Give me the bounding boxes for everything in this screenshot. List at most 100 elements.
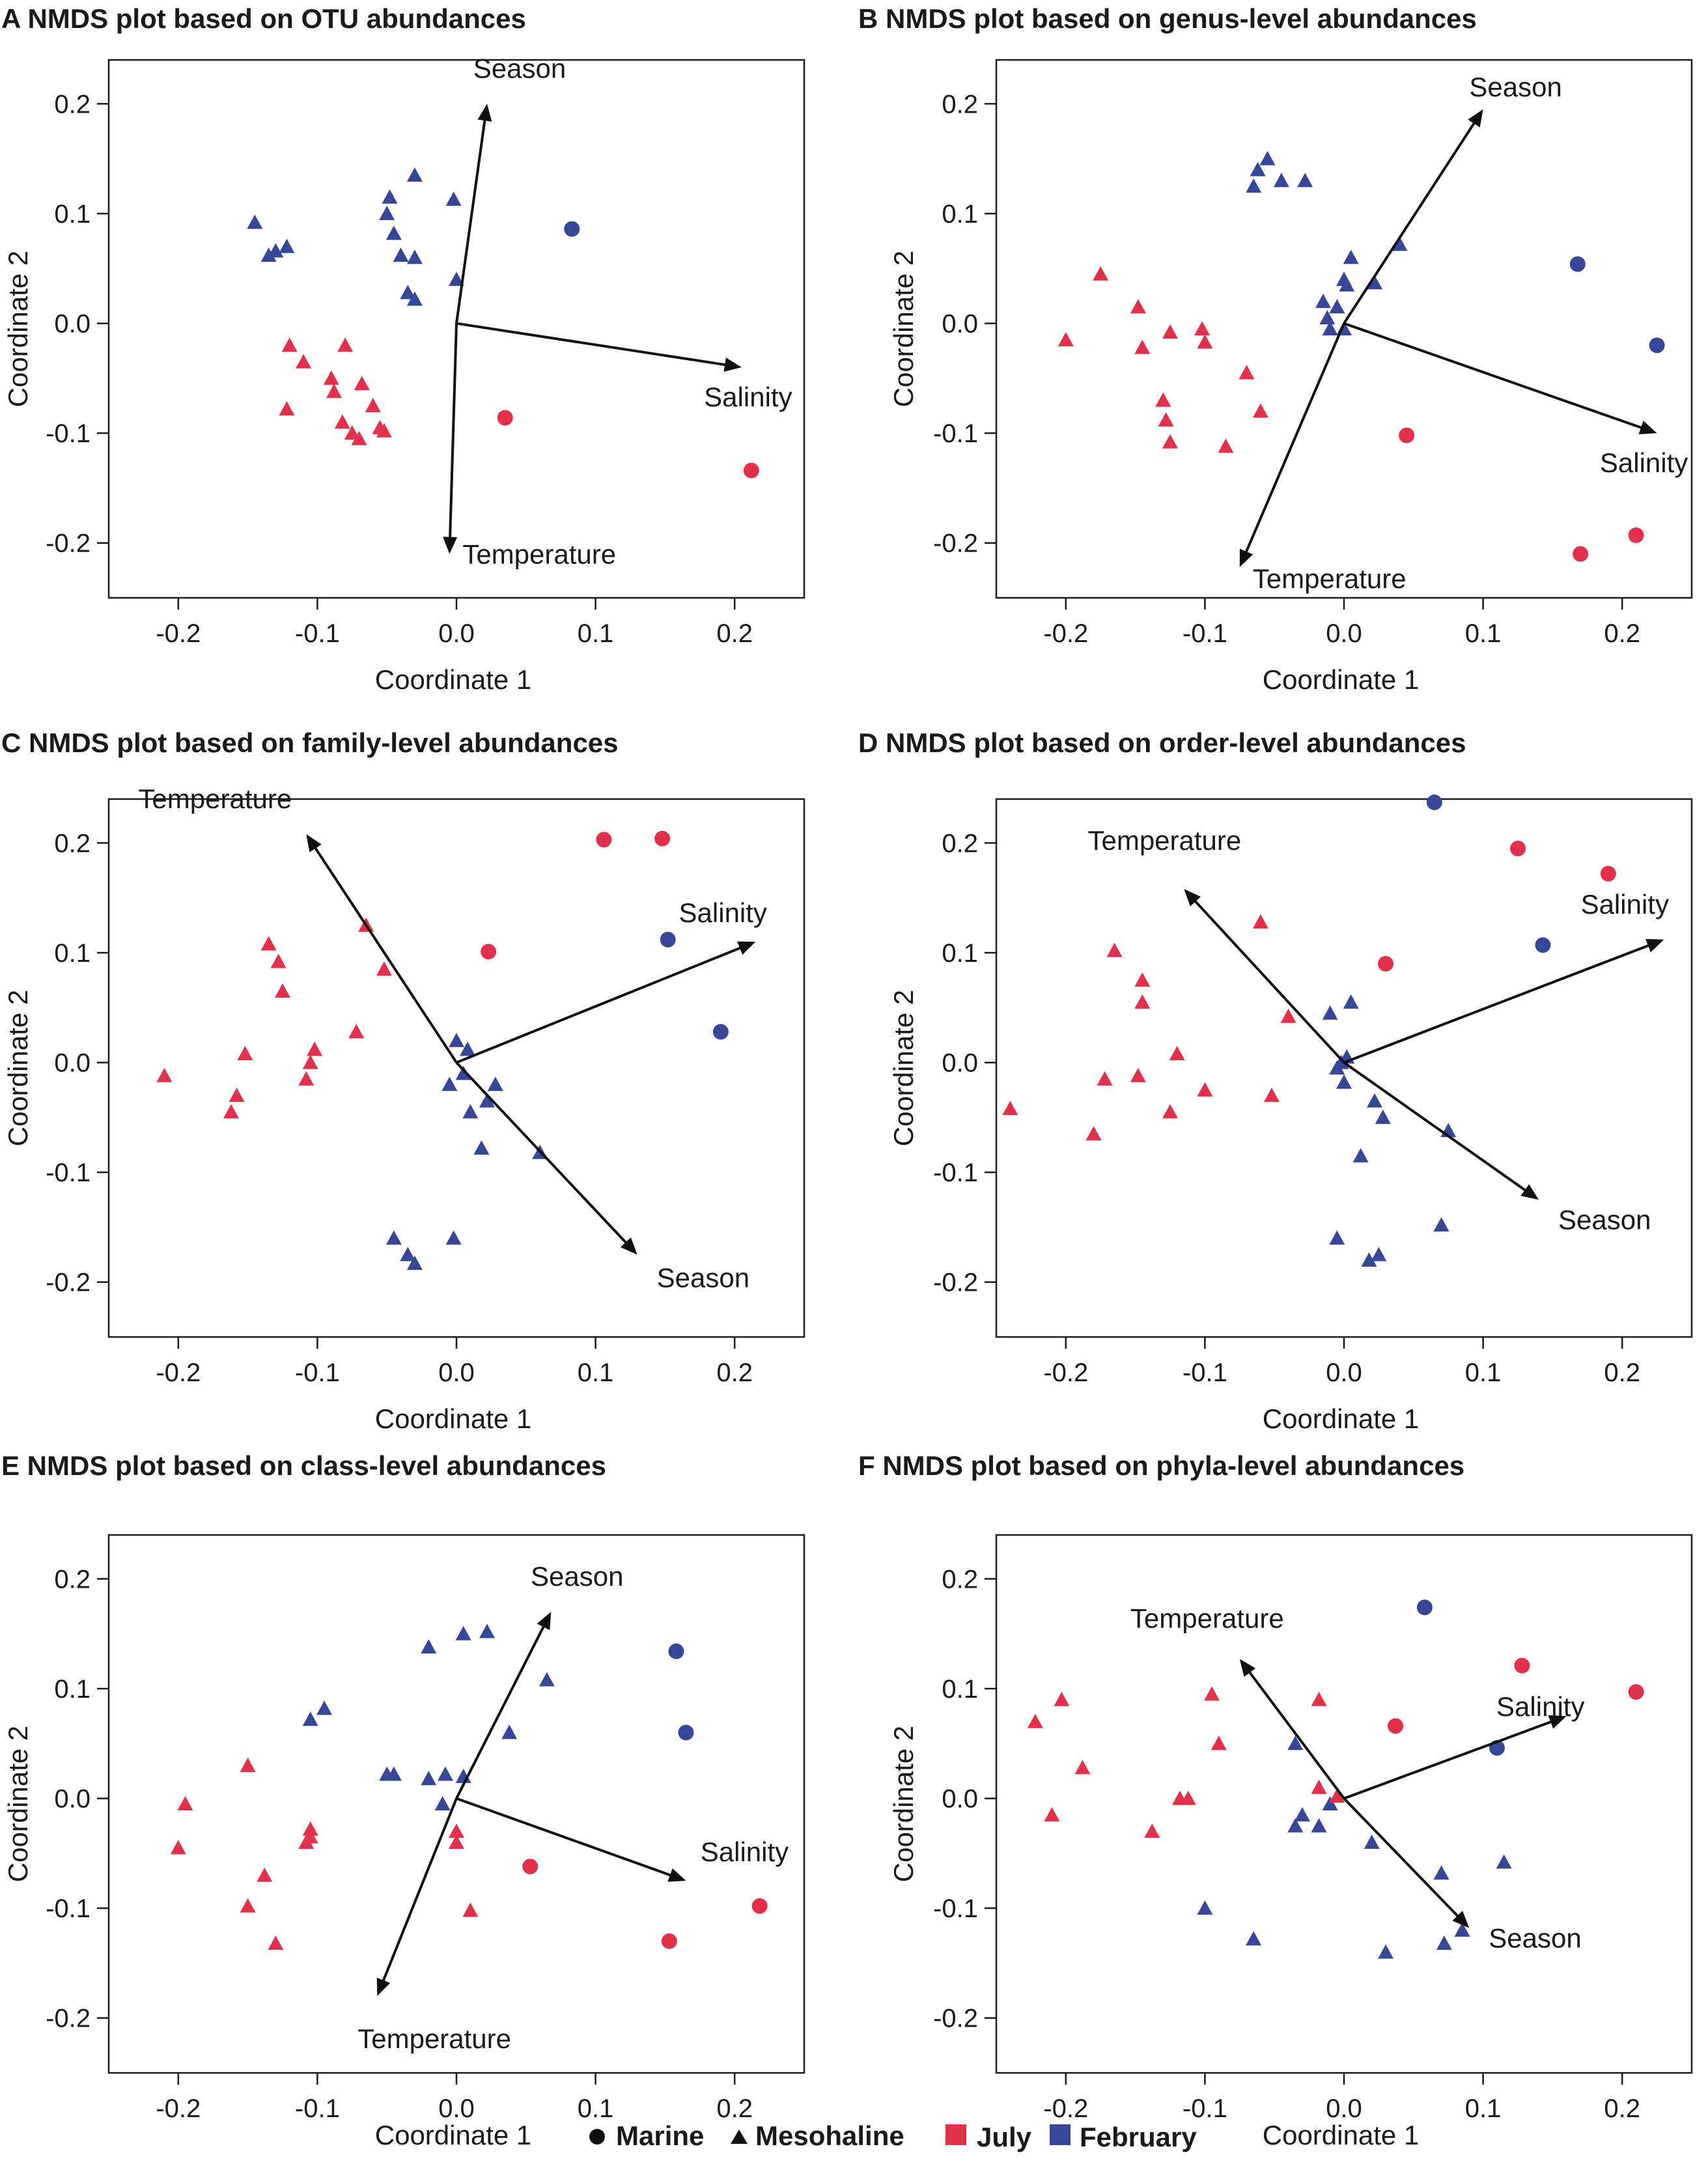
panel-e-july-mesohaline-point xyxy=(449,1823,464,1838)
panel-c-x-tick-label: 0.1 xyxy=(578,1358,614,1387)
panel-c-x-tick-label: -0.1 xyxy=(295,1358,340,1387)
panel-e-july-mesohaline-point xyxy=(177,1796,193,1810)
panel-c-february-mesohaline-point xyxy=(441,1076,458,1091)
panel-f-july-mesohaline-point xyxy=(1311,1779,1327,1794)
panel-f-x-axis-label: Coordinate 1 xyxy=(1263,2120,1420,2150)
panel-e-y-tick-label: 0.0 xyxy=(54,1785,91,1814)
panel-b-y-axis-label: Coordinate 2 xyxy=(888,251,919,408)
panel-d-july-mesohaline-point xyxy=(1280,1008,1296,1023)
panel-d-february-mesohaline-point xyxy=(1336,1074,1352,1089)
panel-f-salinity-arrow-label: Salinity xyxy=(1496,1691,1584,1722)
panel-d-salinity-arrow xyxy=(1343,944,1649,1064)
panel-a-february-mesohaline-point xyxy=(406,291,423,306)
panel-d-x-axis-label: Coordinate 1 xyxy=(1263,1403,1420,1434)
panel-b-salinity-arrowhead xyxy=(1638,421,1657,434)
panel-b-temperature-arrow xyxy=(1245,322,1345,552)
panel-b-february-mesohaline-point xyxy=(1315,293,1331,308)
panel-f-july-marine-point xyxy=(1628,1684,1644,1700)
panel-b-x-tick-label: 0.1 xyxy=(1465,619,1502,648)
panel-b-y-tick-label: 0.0 xyxy=(942,310,978,339)
panel-e-title: E NMDS plot based on class-level abundan… xyxy=(1,1450,606,1481)
panel-b-july-mesohaline-point xyxy=(1162,434,1178,449)
panel-c-season-arrow-label: Season xyxy=(657,1263,749,1293)
panel-f-july-mesohaline-point xyxy=(1054,1691,1070,1706)
panel-e-salinity-arrow xyxy=(456,1797,671,1877)
panel-f-july-mesohaline-point xyxy=(1211,1736,1227,1751)
panel-a-july-mesohaline-point xyxy=(326,384,343,399)
panel-b-title: B NMDS plot based on genus-level abundan… xyxy=(858,3,1477,34)
panel-d-february-mesohaline-point xyxy=(1322,1005,1338,1020)
panel-a-july-mesohaline-point xyxy=(323,370,339,385)
panel-d-y-tick-label: -0.1 xyxy=(933,1159,978,1187)
panel-a-salinity-arrow-label: Salinity xyxy=(704,382,792,412)
panel-e-temperature-arrowhead xyxy=(376,1977,391,1996)
panel-e-x-tick-label: -0.2 xyxy=(156,2094,201,2123)
panel-c-july-mesohaline-point xyxy=(229,1088,245,1103)
panel-f-february-mesohaline-point xyxy=(1364,1835,1380,1849)
panel-d-february-marine-point xyxy=(1426,795,1442,811)
panel-f-x-tick-label: -0.1 xyxy=(1183,2094,1227,2123)
panel-b-x-tick-label: -0.2 xyxy=(1043,619,1088,648)
panel-b-february-mesohaline-point xyxy=(1319,310,1336,325)
panel-e-y-tick-label: 0.1 xyxy=(54,1675,91,1704)
panel-f-y-tick-label: -0.2 xyxy=(933,2004,978,2033)
panel-b-february-mesohaline-point xyxy=(1343,249,1359,264)
panel-f-february-mesohaline-point xyxy=(1436,1935,1452,1950)
panel-a-february-mesohaline-point xyxy=(449,272,464,287)
panel-f-july-mesohaline-point xyxy=(1027,1713,1043,1728)
panel-f-july-marine-point xyxy=(1388,1718,1404,1734)
panel-e-february-mesohaline-point xyxy=(479,1624,495,1639)
panel-b-july-mesohaline-point xyxy=(1162,324,1178,339)
panel-c-y-tick-label: -0.2 xyxy=(46,1269,91,1297)
panel-e-february-mesohaline-point xyxy=(421,1771,437,1786)
panel-b-july-mesohaline-point xyxy=(1155,392,1171,407)
panel-b-y-tick-label: -0.1 xyxy=(933,419,978,448)
panel-e-temperature-arrow xyxy=(382,1797,458,1981)
panel-a-y-tick-label: 0.1 xyxy=(54,200,91,229)
panel-e-february-mesohaline-point xyxy=(434,1796,451,1810)
panel-f-x-tick-label: 0.1 xyxy=(1465,2094,1502,2123)
panel-c-july-mesohaline-point xyxy=(348,1024,365,1039)
panel-f-july-mesohaline-point xyxy=(1204,1686,1220,1701)
panel-f-salinity-arrowhead xyxy=(1548,1715,1567,1729)
panel-a-july-mesohaline-point xyxy=(334,414,350,429)
panel-a-x-tick-label: 0.1 xyxy=(578,619,614,648)
panel-f-february-mesohaline-point xyxy=(1378,1944,1394,1959)
panel-b: B NMDS plot based on genus-level abundan… xyxy=(858,3,1693,695)
panel-a-july-mesohaline-point xyxy=(351,430,367,445)
panel-c-x-tick-label: 0.0 xyxy=(438,1358,475,1387)
panel-d-july-mesohaline-point xyxy=(1263,1088,1280,1103)
panel-c-salinity-arrow-label: Salinity xyxy=(679,897,767,928)
panel-b-july-mesohaline-point xyxy=(1093,266,1109,281)
panel-a-july-mesohaline-point xyxy=(296,354,312,369)
panel-c-season-arrowhead xyxy=(620,1237,637,1255)
panel-a-july-mesohaline-point xyxy=(279,401,295,416)
panel-d-y-tick-label: 0.0 xyxy=(942,1049,978,1078)
panel-f-july-mesohaline-point xyxy=(1074,1760,1091,1775)
panel-a-july-marine-point xyxy=(743,462,759,479)
panel-a-february-mesohaline-point xyxy=(379,206,395,220)
panel-a-x-tick-label: -0.1 xyxy=(295,619,340,648)
panel-b-february-mesohaline-point xyxy=(1392,236,1408,251)
panel-c-february-mesohaline-point xyxy=(385,1230,402,1245)
panel-e-july-marine-point xyxy=(661,1933,677,1949)
panel-d-x-tick-label: 0.2 xyxy=(1604,1358,1640,1387)
panel-f-temperature-arrow-label: Temperature xyxy=(1130,1603,1284,1633)
panel-f-plot-frame xyxy=(995,1534,1693,2074)
panel-d-july-mesohaline-point xyxy=(1097,1071,1113,1086)
legend-marine-label: Marine xyxy=(616,2120,704,2151)
panel-b-y-tick-label: 0.2 xyxy=(942,90,978,119)
panel-d-salinity-arrow-label: Salinity xyxy=(1581,889,1669,920)
panel-c-july-marine-point xyxy=(481,944,497,960)
panel-e-february-mesohaline-point xyxy=(437,1766,453,1781)
panel-b-x-tick-label: -0.1 xyxy=(1183,619,1227,648)
panel-a: A NMDS plot based on OTU abundances -0.2 -… xyxy=(1,3,805,695)
panel-a-february-mesohaline-point xyxy=(400,285,416,300)
panel-a-february-mesohaline-point xyxy=(393,247,409,262)
panel-e-july-mesohaline-point xyxy=(302,1829,318,1844)
panel-c-y-tick-label: -0.1 xyxy=(46,1159,91,1187)
panel-c-july-mesohaline-point xyxy=(223,1104,239,1119)
panel-b-february-mesohaline-point xyxy=(1366,275,1382,290)
panel-c: C NMDS plot based on family-level abunda… xyxy=(1,727,805,1434)
